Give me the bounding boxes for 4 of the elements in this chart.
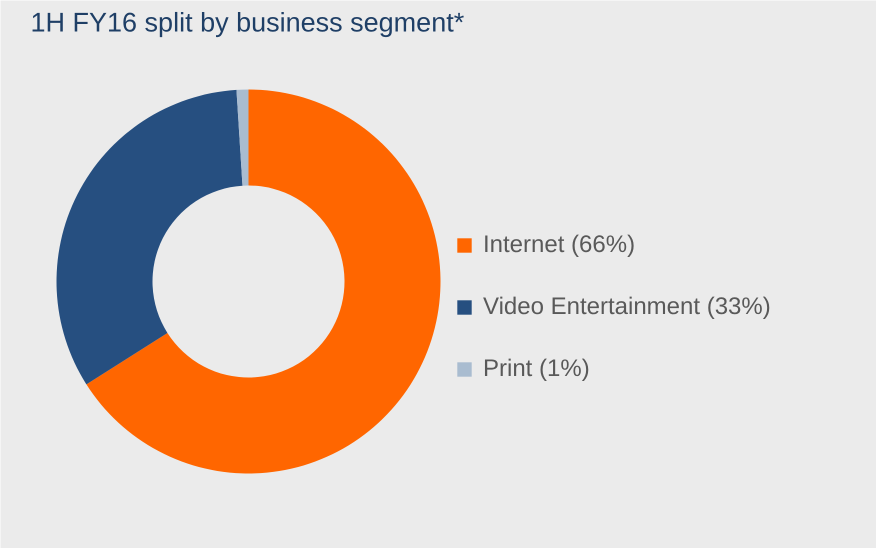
- chart-title: 1H FY16 split by business segment*: [30, 8, 465, 38]
- legend-label: Print (1%): [483, 355, 590, 383]
- legend-label: Internet (66%): [483, 231, 636, 259]
- legend-label: Video Entertainment (33%): [483, 293, 771, 321]
